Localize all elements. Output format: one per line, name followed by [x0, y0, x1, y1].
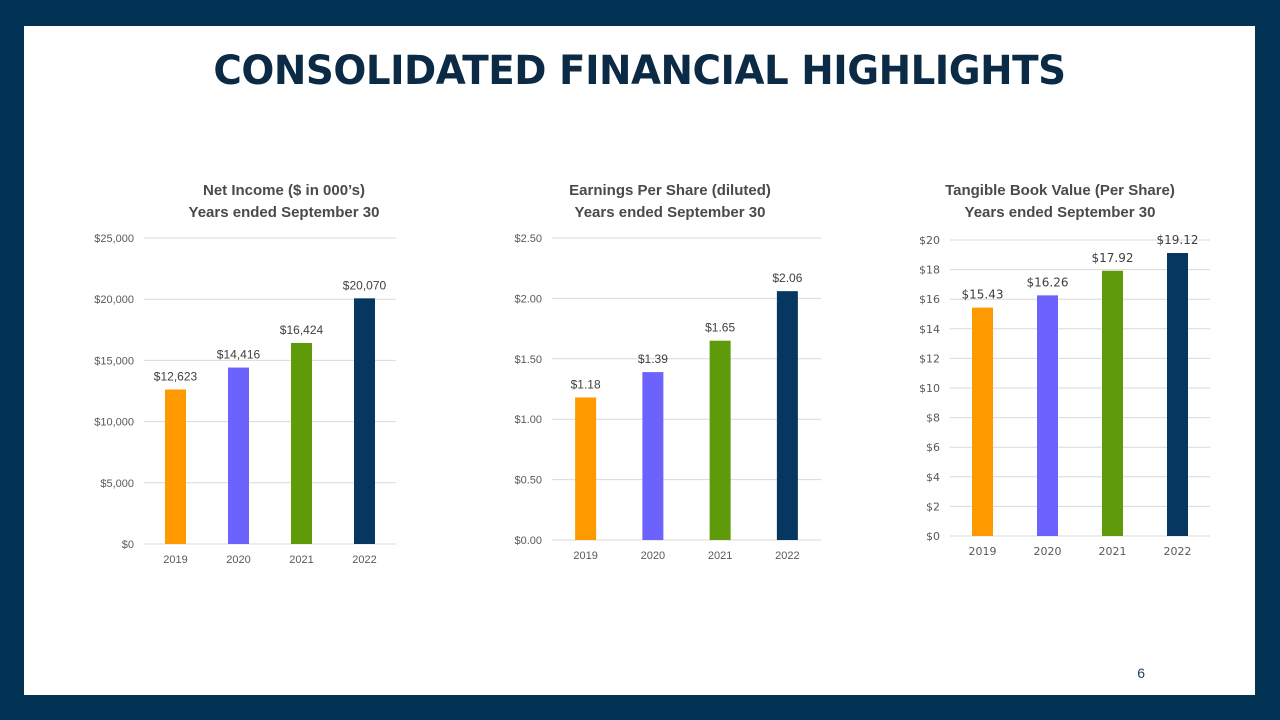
bar-2019	[165, 389, 186, 544]
data-label: $14,416	[217, 348, 261, 362]
data-label: $1.39	[638, 352, 668, 366]
bar-2020	[1037, 295, 1058, 536]
data-label: $1.18	[571, 377, 601, 391]
bar-2019	[575, 397, 597, 540]
slide: CONSOLIDATED FINANCIAL HIGHLIGHTS Net In…	[24, 26, 1255, 695]
data-label: $1.65	[705, 321, 735, 335]
x-tick-label: 2019	[163, 554, 187, 566]
page-number: 6	[1137, 665, 1145, 681]
y-tick-label: $18	[919, 264, 940, 277]
y-tick-label: $2.00	[514, 293, 542, 305]
chart-title-line1: Net Income ($ in 000’s)	[203, 182, 365, 199]
y-tick-label: $15,000	[94, 355, 134, 367]
eps-plot: $0.00 $0.50 $1.00 $1.50 $2.00 $2.50 $1.18 2019 $…	[514, 233, 821, 562]
y-tick-label: $0.00	[514, 535, 542, 547]
y-tick-label: $20,000	[94, 294, 134, 306]
y-tick-label: $6	[926, 441, 940, 454]
bar-2022	[354, 298, 375, 544]
bar-2021	[1102, 270, 1123, 536]
net-income-plot: $0 $5,000 $10,000 $15,000 $20,000 $25,000 $12,…	[94, 233, 396, 566]
data-label: $15.43	[962, 288, 1004, 302]
y-tick-label: $10	[919, 382, 940, 395]
y-tick-label: $0	[926, 530, 940, 543]
data-label: $12,623	[154, 369, 198, 383]
bar-2020	[228, 367, 249, 544]
bar-2019	[972, 307, 993, 536]
slide-title: CONSOLIDATED FINANCIAL HIGHLIGHTS	[213, 48, 1066, 94]
x-tick-label: 2019	[573, 550, 597, 562]
tangible-book-value-plot: $0 $2 $4 $6 $8 $10 $12 $14 $16 $18 $20 $15.43 2019 $1…	[919, 233, 1210, 558]
net-income-chart: Net Income ($ in 000’s) Years ended Sept…	[84, 180, 484, 580]
data-label: $16,424	[280, 323, 324, 337]
y-tick-label: $14	[919, 323, 940, 336]
y-tick-label: $0.50	[514, 475, 542, 487]
chart-title-line1: Earnings Per Share (diluted)	[569, 182, 771, 199]
y-tick-label: $16	[919, 293, 940, 306]
bar-2021	[291, 342, 312, 544]
y-tick-label: $1.50	[514, 354, 542, 366]
y-tick-label: $25,000	[94, 233, 134, 245]
chart-title-line2: Years ended September 30	[964, 204, 1156, 221]
x-tick-label: 2020	[226, 554, 250, 566]
x-tick-label: 2021	[1099, 545, 1127, 558]
x-tick-label: 2022	[775, 550, 799, 562]
x-tick-label: 2022	[1164, 545, 1192, 558]
y-tick-label: $2.50	[514, 233, 542, 245]
bar-2022	[776, 291, 798, 540]
y-tick-label: $20	[919, 234, 940, 247]
y-tick-label: $5,000	[100, 478, 134, 490]
x-tick-label: 2021	[708, 550, 732, 562]
y-tick-label: $10,000	[94, 417, 134, 429]
bar-2020	[642, 372, 664, 540]
bar-2022	[1167, 253, 1188, 537]
data-label: $19.12	[1157, 233, 1199, 247]
y-tick-label: $2	[926, 500, 940, 513]
x-tick-label: 2020	[1034, 545, 1062, 558]
y-tick-label: $12	[919, 352, 940, 365]
data-label: $17.92	[1092, 251, 1134, 265]
data-label: $2.06	[772, 271, 802, 285]
chart-title-line1: Tangible Book Value (Per Share)	[945, 182, 1175, 199]
y-tick-label: $8	[926, 412, 940, 425]
y-tick-label: $1.00	[514, 414, 542, 426]
x-tick-label: 2021	[289, 554, 313, 566]
tangible-book-value-chart: Tangible Book Value (Per Share) Years en…	[860, 180, 1260, 580]
y-tick-label: $4	[926, 471, 940, 484]
bar-2021	[709, 340, 731, 540]
chart-title: Tangible Book Value (Per Share) Years en…	[860, 180, 1260, 224]
data-label: $20,070	[343, 278, 387, 292]
eps-chart: Earnings Per Share (diluted) Years ended…	[470, 180, 870, 580]
data-label: $16.26	[1027, 275, 1069, 289]
y-tick-label: $0	[122, 539, 134, 551]
x-tick-label: 2020	[641, 550, 665, 562]
chart-title-line2: Years ended September 30	[574, 204, 766, 221]
chart-title-line2: Years ended September 30	[188, 204, 380, 221]
chart-title: Net Income ($ in 000’s) Years ended Sept…	[84, 180, 484, 224]
chart-title: Earnings Per Share (diluted) Years ended…	[470, 180, 870, 224]
x-tick-label: 2022	[352, 554, 376, 566]
x-tick-label: 2019	[969, 545, 997, 558]
